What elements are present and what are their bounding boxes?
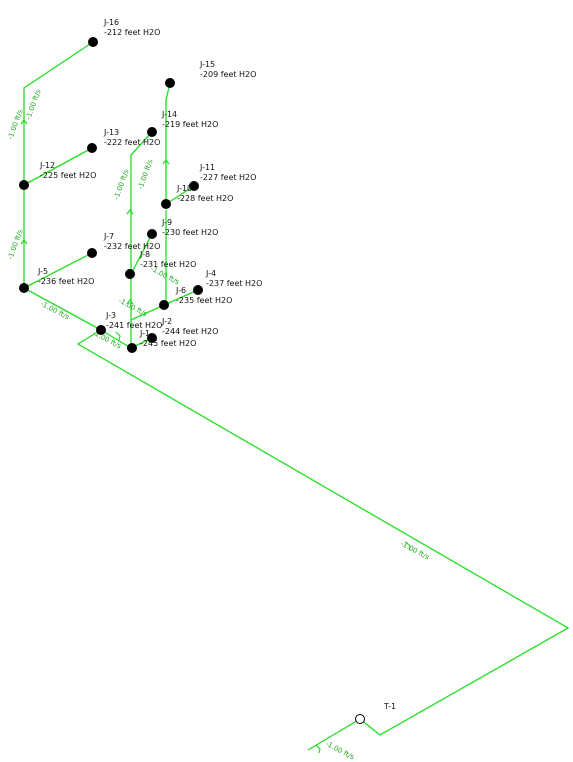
pipe-7[interactable] bbox=[165, 82, 171, 205]
junction-j-7[interactable]: J-7-232 feet H2O bbox=[87, 232, 160, 258]
junction-id-label: J-8 bbox=[139, 250, 150, 259]
junction-pressure-label: -230 feet H2O bbox=[162, 228, 218, 237]
junction-dot[interactable] bbox=[193, 285, 203, 295]
junction-id-label: J-4 bbox=[205, 269, 216, 278]
junction-pressure-label: -231 feet H2O bbox=[140, 260, 196, 269]
junction-id-label: J-13 bbox=[103, 128, 119, 137]
junction-id-label: J-9 bbox=[161, 218, 172, 227]
junction-pressure-label: -244 feet H2O bbox=[162, 327, 218, 336]
tank-label: T-1 bbox=[383, 702, 396, 711]
junction-dot[interactable] bbox=[147, 333, 157, 343]
junction-pressure-label: -225 feet H2O bbox=[40, 171, 96, 180]
junction-dot[interactable] bbox=[96, 325, 106, 335]
pipe-1[interactable] bbox=[23, 41, 94, 288]
junction-j-6[interactable]: J-6-235 feet H2O bbox=[159, 286, 232, 310]
junction-j-12[interactable]: J-12-225 feet H2O bbox=[19, 161, 96, 190]
junction-id-label: J-10 bbox=[176, 184, 192, 193]
flow-arrow-icon bbox=[126, 209, 134, 215]
junction-pressure-label: -212 feet H2O bbox=[104, 28, 160, 37]
junction-j-3[interactable]: J-3-241 feet H2O bbox=[96, 311, 162, 335]
pipe-velocity-label: -1.00 ft/s bbox=[6, 228, 24, 261]
junction-j-11[interactable]: J-11-227 feet H2O bbox=[189, 163, 256, 191]
junction-id-label: J-3 bbox=[105, 311, 116, 320]
junction-id-label: J-2 bbox=[161, 317, 172, 326]
flow-arrow-icon bbox=[315, 744, 321, 754]
junction-pressure-label: -227 feet H2O bbox=[200, 173, 256, 182]
pipe-12[interactable] bbox=[130, 304, 165, 321]
junction-j-5[interactable]: J-5-236 feet H2O bbox=[19, 267, 94, 293]
pipe-velocity-label: -1.00 ft/s bbox=[324, 740, 356, 762]
pipe-3[interactable] bbox=[23, 252, 93, 289]
pipe-velocity-label: -1.00 ft/s bbox=[399, 540, 431, 562]
junction-pressure-label: -245 feet H2O bbox=[140, 339, 196, 348]
junction-j-16[interactable]: J-16-212 feet H2O bbox=[88, 18, 160, 47]
junction-j-15[interactable]: J-15-209 feet H2O bbox=[165, 60, 256, 88]
pipe-5[interactable] bbox=[130, 131, 153, 348]
junction-j-14[interactable]: J-14-219 feet H2O bbox=[147, 110, 218, 137]
pipe-8[interactable] bbox=[165, 185, 195, 205]
junction-dot[interactable] bbox=[161, 199, 171, 209]
junction-dot[interactable] bbox=[147, 127, 157, 137]
junction-id-label: J-15 bbox=[199, 60, 215, 69]
junction-id-label: J-12 bbox=[39, 161, 55, 170]
junction-id-label: J-16 bbox=[103, 18, 119, 27]
junction-dot[interactable] bbox=[189, 181, 199, 191]
junction-id-label: J-11 bbox=[199, 163, 215, 172]
junction-j-4[interactable]: J-4-237 feet H2O bbox=[193, 269, 262, 295]
junction-dot[interactable] bbox=[87, 143, 97, 153]
pipe-6[interactable] bbox=[130, 233, 153, 275]
tank-icon[interactable] bbox=[355, 714, 365, 724]
pipe-velocity-label: -1.00 ft/s bbox=[112, 168, 130, 201]
junction-j-1[interactable]: J-1-245 feet H2O bbox=[127, 329, 196, 353]
pipe-velocity-label: -1.00 ft/s bbox=[6, 108, 24, 141]
pipe-velocity-label: -1.00 ft/s bbox=[136, 158, 154, 191]
flow-arrow-icon bbox=[405, 541, 411, 551]
junction-j-13[interactable]: J-13-222 feet H2O bbox=[87, 128, 160, 153]
junction-dot[interactable] bbox=[87, 248, 97, 258]
junction-dot[interactable] bbox=[125, 269, 135, 279]
junction-id-label: J-6 bbox=[175, 286, 186, 295]
junction-pressure-label: -241 feet H2O bbox=[106, 321, 162, 330]
junction-dot[interactable] bbox=[159, 300, 169, 310]
junction-pressure-label: -236 feet H2O bbox=[38, 277, 94, 286]
flow-arrow-icon bbox=[115, 331, 121, 341]
junction-pressure-label: -237 feet H2O bbox=[206, 279, 262, 288]
pipe-velocity-label: -1.00 ft/s bbox=[117, 297, 149, 319]
pipe-4[interactable] bbox=[23, 287, 102, 331]
pipes bbox=[20, 41, 570, 754]
junction-id-label: J-7 bbox=[103, 232, 114, 241]
pipe-14[interactable] bbox=[76, 329, 570, 736]
junction-pressure-label: -235 feet H2O bbox=[176, 296, 232, 305]
junction-pressure-label: -209 feet H2O bbox=[200, 70, 256, 79]
junction-pressure-label: -228 feet H2O bbox=[177, 194, 233, 203]
pipe-10[interactable] bbox=[100, 329, 132, 349]
flow-arrow-icon bbox=[126, 299, 134, 305]
junction-dot[interactable] bbox=[165, 78, 175, 88]
pipe-2[interactable] bbox=[23, 147, 93, 186]
tank-group: T-1 bbox=[355, 702, 396, 724]
junction-pressure-label: -232 feet H2O bbox=[104, 242, 160, 251]
junction-dot[interactable] bbox=[127, 343, 137, 353]
junction-pressure-label: -219 feet H2O bbox=[162, 120, 218, 129]
flow-arrow-icon bbox=[20, 119, 28, 125]
junction-dot[interactable] bbox=[19, 283, 29, 293]
pipe-velocity-label: -1.00 ft/s bbox=[24, 88, 42, 121]
junction-dot[interactable] bbox=[147, 229, 157, 239]
junction-j-8[interactable]: J-8-231 feet H2O bbox=[125, 250, 196, 279]
junction-j-9[interactable]: J-9-230 feet H2O bbox=[147, 218, 218, 239]
junction-j-2[interactable]: J-2-244 feet H2O bbox=[147, 317, 218, 343]
junction-dot[interactable] bbox=[19, 180, 29, 190]
pipe-13[interactable] bbox=[163, 289, 199, 306]
junction-id-label: J-1 bbox=[139, 329, 150, 338]
junction-id-label: J-5 bbox=[37, 267, 48, 276]
junction-id-label: J-14 bbox=[161, 110, 177, 119]
junction-pressure-label: -222 feet H2O bbox=[104, 138, 160, 147]
flow-arrow-icon bbox=[162, 159, 170, 165]
junction-j-10[interactable]: J-10-228 feet H2O bbox=[161, 184, 233, 209]
junction-dot[interactable] bbox=[88, 37, 98, 47]
flow-arrow-icon bbox=[20, 239, 28, 245]
